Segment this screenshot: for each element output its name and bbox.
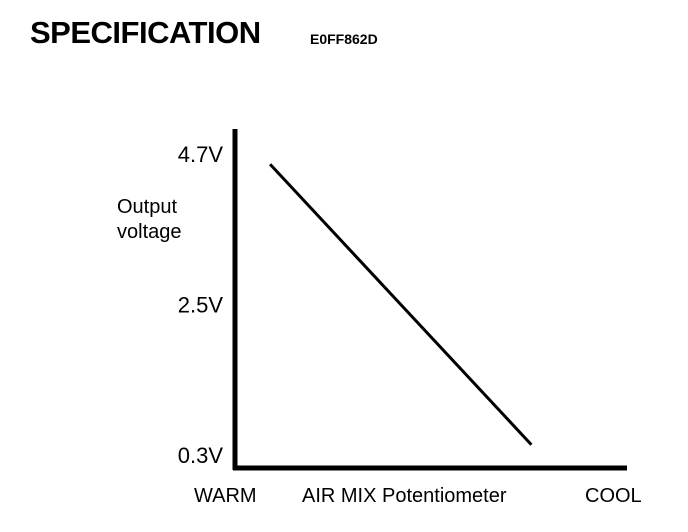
x-start-label: WARM xyxy=(194,485,257,507)
y-tick-label: 2.5V xyxy=(178,293,224,318)
x-axis-label: AIR MIX Potentiometer xyxy=(302,485,507,507)
voltage-line xyxy=(269,163,533,446)
document-code: E0FF862D xyxy=(310,31,378,47)
y-tick-label: 0.3V xyxy=(178,443,224,468)
y-axis-label-line-2: voltage xyxy=(117,221,182,243)
y-axis-label-line-1: Output xyxy=(117,196,177,218)
y-tick-label: 4.7V xyxy=(178,142,224,167)
page-title: SPECIFICATION xyxy=(30,15,261,50)
x-end-label: COOL xyxy=(585,485,642,507)
series-layer xyxy=(269,163,533,446)
y-tick-labels: 4.7V 2.5V 0.3V xyxy=(178,142,224,468)
